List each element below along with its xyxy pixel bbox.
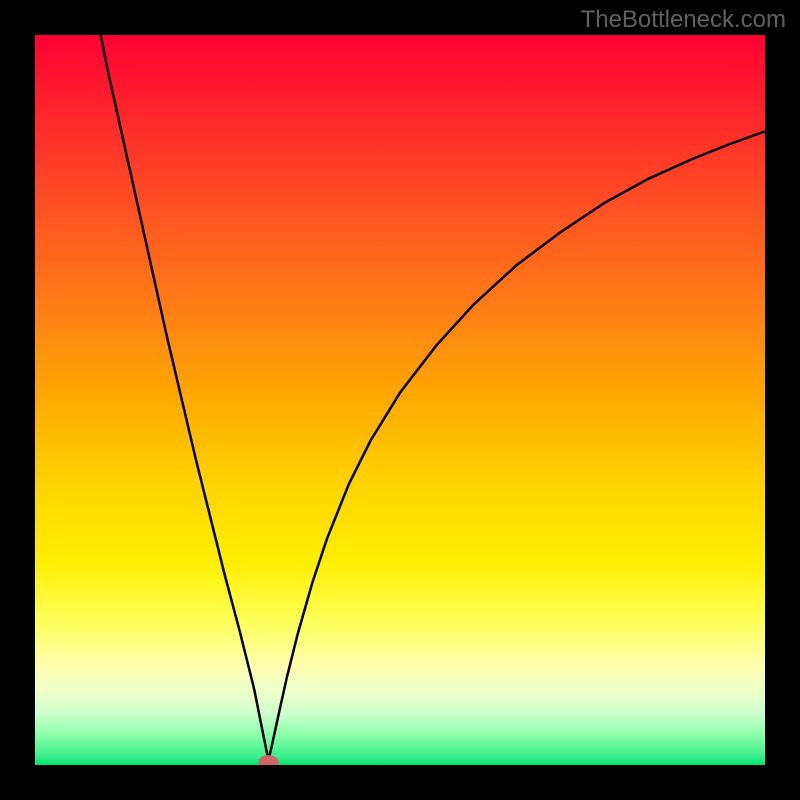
chart-background (35, 35, 765, 765)
chart-svg (35, 35, 765, 765)
watermark-text: TheBottleneck.com (581, 6, 786, 34)
chart-plot-area (35, 35, 765, 765)
